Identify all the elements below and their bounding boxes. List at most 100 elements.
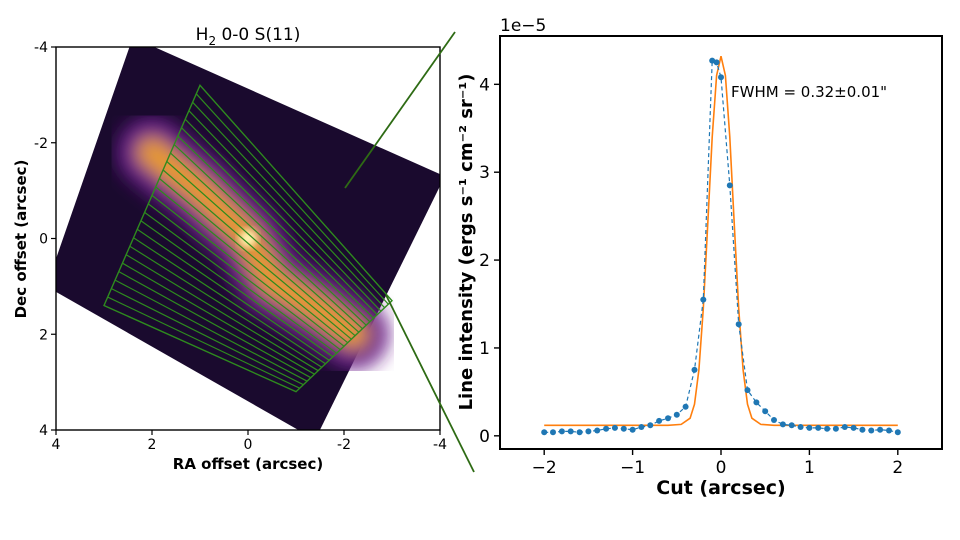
slit-line (188, 110, 382, 312)
slit-line (192, 101, 386, 309)
profile-x-tick-label: 2 (892, 458, 903, 478)
slit-line (114, 279, 308, 382)
emission-peak (239, 229, 257, 248)
data-point (726, 182, 733, 189)
map-y-tick-label: 4 (39, 423, 48, 439)
map-x-tick-label: -4 (433, 437, 447, 453)
connector-line-top (344, 31, 456, 189)
data-point (850, 424, 857, 431)
slit-line (147, 203, 341, 351)
slit-line (159, 178, 352, 340)
data-point (656, 417, 663, 424)
connector-line-bottom (385, 294, 475, 473)
profile-x-tick-label: 1 (804, 458, 815, 478)
map-x-tick-label: 2 (148, 437, 157, 453)
data-point (806, 424, 813, 431)
profile-x-ticks: −2 −1 0 1 2 (532, 449, 903, 478)
data-point (832, 425, 839, 432)
data-point (603, 425, 610, 432)
slit-grid (103, 84, 393, 393)
map-x-tick-label: -2 (337, 437, 351, 453)
data-point (762, 408, 769, 415)
map-panel: H2 0-0 S(11) 4 2 0 -2 -4 -4 -2 0 2 4 RA offset (… (12, 25, 447, 473)
slit-outline (103, 84, 393, 393)
data-point (700, 296, 707, 303)
data-point (744, 387, 751, 394)
slit-line (136, 228, 330, 361)
slit-line (118, 271, 312, 379)
data-point (611, 424, 618, 431)
data-point (841, 424, 848, 430)
data-point (797, 424, 804, 430)
data-point (735, 321, 742, 328)
slit-line (177, 135, 371, 323)
data-point (713, 59, 720, 66)
map-y-tick-label: -2 (34, 136, 48, 152)
gaussian-fit-line (544, 56, 898, 427)
map-y-tick-label: 2 (39, 327, 48, 343)
slit-line (133, 237, 326, 365)
profile-x-tick-label: −2 (532, 458, 557, 478)
map-x-tick-label: 0 (244, 437, 253, 453)
slit-line (195, 93, 389, 305)
map-title: H2 0-0 S(11) (196, 25, 301, 48)
data-point (886, 427, 892, 434)
profile-frame (499, 35, 943, 450)
slit-line (107, 296, 300, 389)
measured-cut-points (541, 57, 901, 436)
data-point (779, 421, 786, 428)
data-point (585, 428, 592, 435)
profile-y-label: Line intensity (ergs s⁻¹ cm⁻² sr⁻¹) (456, 74, 477, 411)
data-point (868, 427, 875, 434)
slit-line (129, 245, 323, 368)
map-y-ticks: -4 -2 0 2 4 (34, 40, 56, 439)
measured-cut-line (544, 59, 898, 433)
data-point (824, 425, 831, 432)
profile-y-tick-label: 4 (479, 75, 490, 95)
profile-x-label: Cut (arcsec) (656, 477, 785, 499)
data-point (567, 428, 574, 435)
data-point (682, 403, 689, 410)
data-point (718, 74, 724, 81)
slit-line (140, 220, 334, 358)
profile-y-tick-label: 2 (479, 251, 490, 271)
data-point (541, 429, 548, 436)
map-x-ticks: 4 2 0 -2 -4 (52, 430, 447, 453)
data-point (753, 399, 760, 406)
profile-y-tick-label: 3 (479, 163, 490, 183)
map-y-label: Dec offset (arcsec) (12, 160, 30, 319)
data-point (620, 425, 627, 432)
slit-line (181, 127, 374, 319)
data-point (594, 427, 601, 434)
data-point (859, 426, 866, 433)
data-point (771, 417, 777, 423)
slit-line (151, 194, 345, 347)
profile-y-ticks: 0 1 2 3 4 (479, 75, 500, 447)
map-y-tick-label: -4 (34, 40, 48, 56)
data-point (691, 366, 698, 373)
data-point (894, 429, 901, 436)
profile-offset-label: 1e−5 (500, 16, 546, 36)
slit-line (184, 118, 378, 316)
profile-y-tick-label: 1 (479, 339, 490, 359)
data-point (576, 429, 583, 436)
data-point (629, 426, 636, 433)
slit-line (125, 254, 319, 372)
fwhm-annotation: FWHM = 0.32±0.01" (731, 83, 887, 101)
profile-x-tick-label: −1 (620, 458, 645, 478)
slit-line (144, 211, 337, 354)
slit-line (173, 144, 367, 326)
slit-line (162, 169, 356, 337)
data-point (550, 429, 556, 436)
data-point (638, 424, 645, 430)
profile-panel: 0 1 2 3 4 −2 −1 0 1 2 1e−5 FWHM = 0.32±0.01" Cut… (456, 16, 943, 499)
slit-line (122, 262, 315, 375)
data-point (665, 415, 671, 422)
data-point (558, 428, 565, 435)
profile-y-tick-label: 0 (479, 427, 490, 447)
emission-core (239, 229, 257, 248)
profile-x-tick-label: 0 (716, 458, 727, 478)
map-x-label: RA offset (arcsec) (173, 455, 323, 473)
data-point (647, 422, 654, 429)
